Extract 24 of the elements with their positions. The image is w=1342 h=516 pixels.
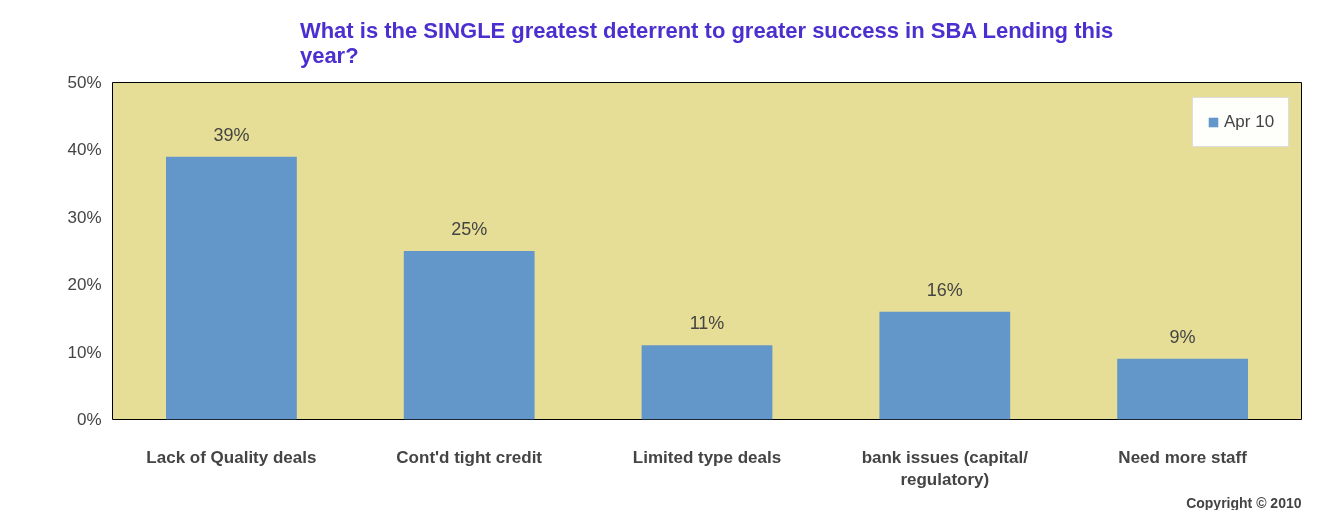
- bar: [641, 345, 773, 420]
- data-label: 39%: [213, 124, 250, 145]
- data-label: 16%: [926, 279, 963, 300]
- x-tick-label: Cont'd tight credit: [396, 447, 543, 467]
- y-tick-label: 50%: [67, 73, 102, 92]
- y-tick-label: 10%: [67, 342, 102, 362]
- data-label: 9%: [1169, 326, 1196, 347]
- y-tick-label: 30%: [67, 207, 102, 227]
- y-tick-label: 40%: [67, 140, 102, 160]
- y-tick-label: 0%: [76, 410, 102, 429]
- x-tick-label: Lack of Quality deals: [146, 447, 317, 467]
- data-label: 11%: [689, 313, 725, 334]
- data-label: 25%: [451, 219, 488, 239]
- y-tick-label: 20%: [67, 275, 102, 295]
- bar: [879, 311, 1011, 420]
- chart-title: What is the SINGLE greatest deterrent to greater success in SBA Lending this year?: [299, 17, 1114, 68]
- x-tick-label: Limited type deals: [632, 447, 782, 467]
- x-tick-label: bank issues (capital/ regulatory): [861, 447, 1029, 490]
- legend-label: Apr 10: [1224, 112, 1275, 132]
- bar: [166, 156, 297, 420]
- x-tick-label: Need more staff: [1118, 447, 1248, 467]
- bar: [403, 251, 535, 420]
- bar: [1117, 358, 1248, 420]
- text: Copyright © 2010: [1186, 494, 1302, 511]
